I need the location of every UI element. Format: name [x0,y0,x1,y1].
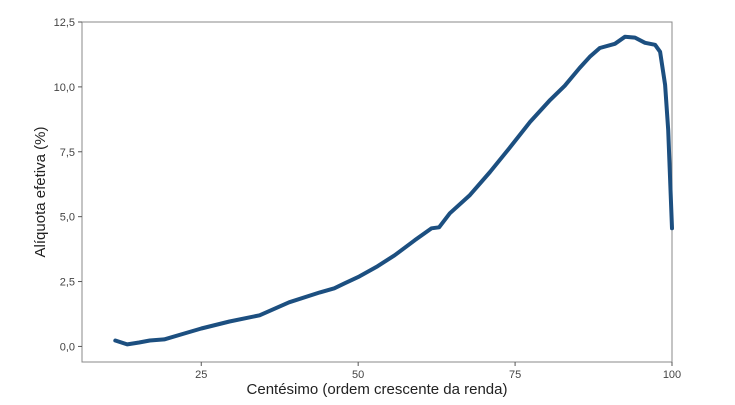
y-tick-label: 7,5 [60,147,75,159]
series-line [113,34,674,347]
y-axis-label: Alíquota efetiva (%) [32,127,49,258]
y-tick-label: 2,5 [60,277,75,289]
y-tick-label: 5,0 [60,212,75,224]
y-tick-label: 12,5 [54,17,75,29]
plot-panel [81,21,673,363]
y-tick-label: 10,0 [54,82,75,94]
x-axis-label: Centésimo (ordem crescente da renda) [247,381,508,398]
x-tick-label: 50 [352,369,364,381]
x-tick-label: 25 [195,369,207,381]
y-tick-label: 0,0 [60,341,75,353]
x-tick-label: 100 [663,369,681,381]
x-tick-label: 75 [509,369,521,381]
